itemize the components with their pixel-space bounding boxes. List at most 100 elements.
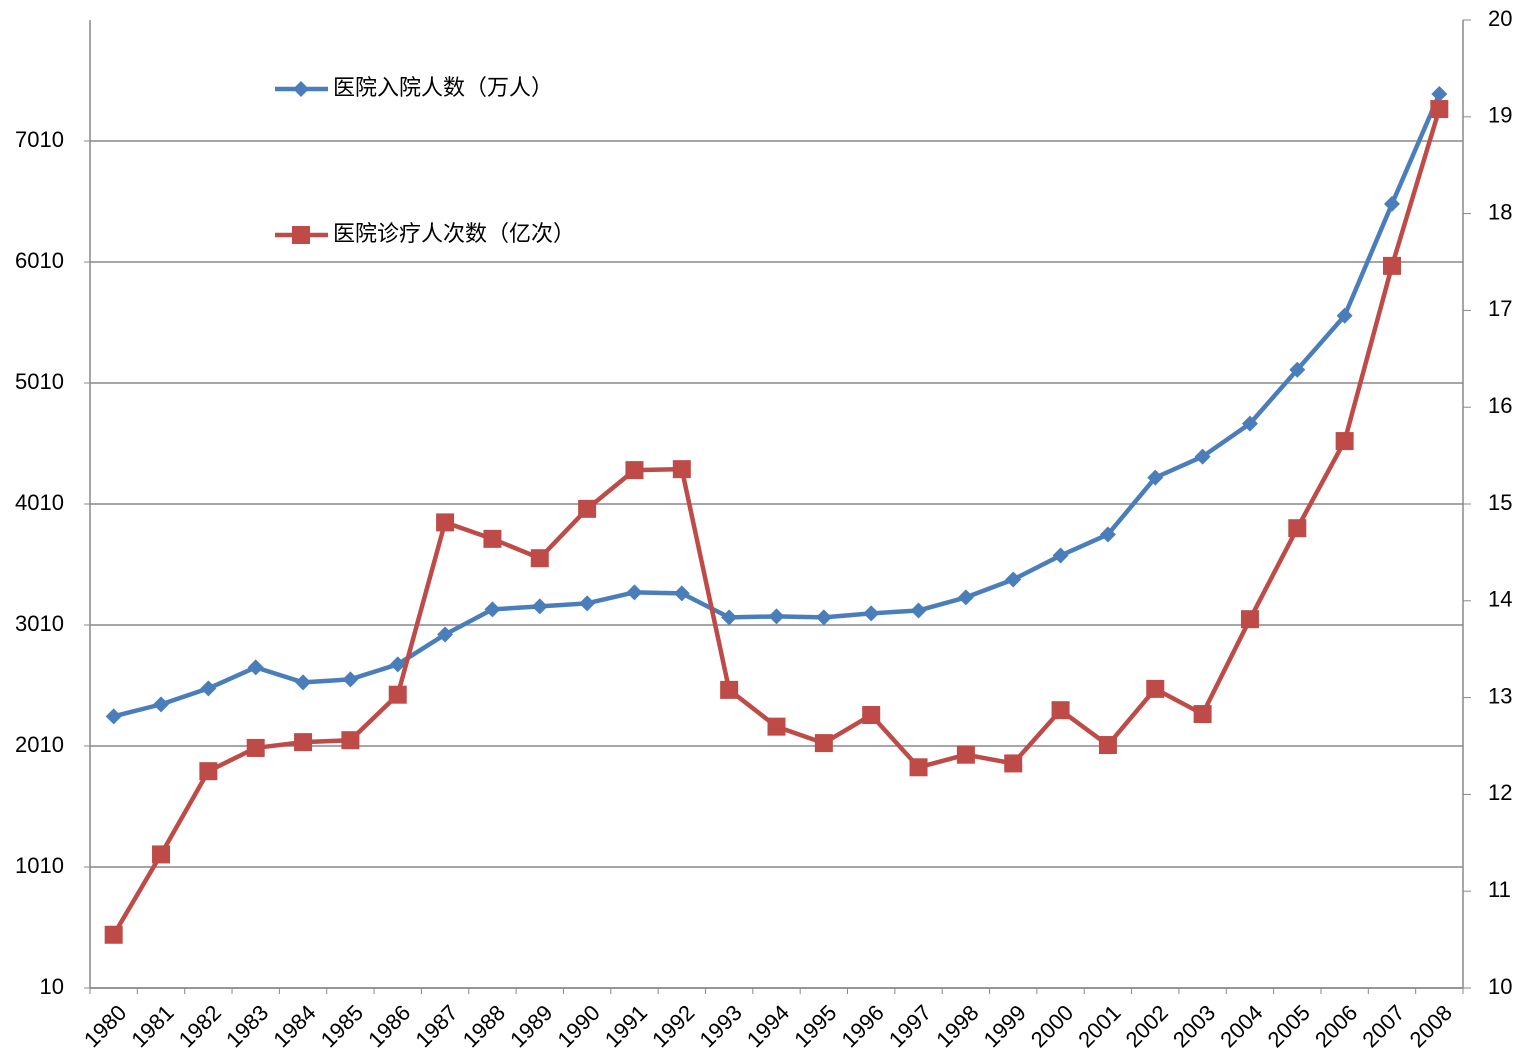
data-point bbox=[909, 758, 928, 777]
data-point bbox=[578, 499, 597, 518]
y2-tick-label: 10 bbox=[1488, 974, 1512, 999]
x-tick-label: 2006 bbox=[1310, 1000, 1362, 1052]
data-point bbox=[1382, 256, 1401, 275]
data-point bbox=[1335, 432, 1354, 451]
y2-tick-label: 13 bbox=[1488, 683, 1512, 708]
y-tick-label: 3010 bbox=[15, 611, 64, 636]
data-point bbox=[579, 595, 596, 612]
x-tick-label: 2001 bbox=[1073, 1000, 1125, 1052]
x-tick-label: 1981 bbox=[126, 1000, 178, 1052]
y-tick-label: 4010 bbox=[15, 490, 64, 515]
data-point bbox=[484, 601, 501, 618]
legend-marker bbox=[293, 81, 309, 97]
data-point bbox=[530, 549, 549, 568]
y2-tick-label: 12 bbox=[1488, 780, 1512, 805]
data-point bbox=[863, 605, 880, 622]
data-point bbox=[1383, 195, 1400, 212]
x-tick-label: 1988 bbox=[458, 1000, 510, 1052]
data-point bbox=[1193, 705, 1212, 724]
x-tick-label: 2007 bbox=[1357, 1000, 1409, 1052]
x-tick-label: 2008 bbox=[1405, 1000, 1457, 1052]
y-tick-label: 7010 bbox=[15, 127, 64, 152]
legend-marker bbox=[292, 226, 310, 244]
x-tick-label: 1999 bbox=[979, 1000, 1031, 1052]
y-tick-label: 5010 bbox=[15, 369, 64, 394]
data-point bbox=[1052, 547, 1069, 564]
data-point bbox=[1146, 679, 1165, 698]
data-point bbox=[1430, 100, 1449, 119]
data-point bbox=[531, 598, 548, 615]
x-tick-label: 1983 bbox=[221, 1000, 273, 1052]
data-point bbox=[1005, 571, 1022, 588]
data-point bbox=[815, 609, 832, 626]
data-point bbox=[389, 656, 406, 673]
x-tick-label: 1996 bbox=[837, 1000, 889, 1052]
x-tick-label: 1987 bbox=[410, 1000, 462, 1052]
data-point bbox=[672, 460, 691, 479]
data-point bbox=[768, 608, 785, 625]
data-point bbox=[342, 671, 359, 688]
data-point bbox=[625, 461, 644, 480]
y2-tick-label: 11 bbox=[1488, 877, 1511, 902]
data-point bbox=[247, 659, 264, 676]
data-point bbox=[1431, 86, 1448, 103]
data-point bbox=[388, 685, 407, 704]
data-point bbox=[957, 589, 974, 606]
y2-tick-label: 19 bbox=[1488, 103, 1512, 128]
x-tick-label: 2003 bbox=[1168, 1000, 1220, 1052]
data-point bbox=[1336, 307, 1353, 324]
x-tick-label: 1991 bbox=[600, 1000, 652, 1052]
x-tick-label: 1994 bbox=[742, 1000, 794, 1052]
data-point bbox=[153, 696, 170, 713]
x-tick-label: 1997 bbox=[884, 1000, 936, 1052]
data-point bbox=[1241, 415, 1258, 432]
data-point bbox=[673, 585, 690, 602]
data-point bbox=[104, 925, 123, 944]
y-tick-label: 1010 bbox=[15, 853, 64, 878]
data-point bbox=[721, 609, 738, 626]
data-point bbox=[814, 734, 833, 753]
data-point bbox=[1051, 701, 1070, 720]
data-point bbox=[1004, 754, 1023, 773]
data-point bbox=[626, 584, 643, 601]
data-point bbox=[1099, 526, 1116, 543]
x-tick-label: 1993 bbox=[695, 1000, 747, 1052]
data-point bbox=[1194, 448, 1211, 465]
y-tick-label: 2010 bbox=[15, 732, 64, 757]
x-tick-label: 2005 bbox=[1263, 1000, 1315, 1052]
y2-tick-label: 15 bbox=[1488, 490, 1512, 515]
legend-label: 医院入院人数（万人） bbox=[333, 76, 553, 101]
data-point bbox=[341, 731, 360, 750]
data-point bbox=[956, 745, 975, 764]
x-tick-label: 1984 bbox=[268, 1000, 320, 1052]
x-tick-label: 2000 bbox=[1026, 1000, 1078, 1052]
legend-label: 医院诊疗人次数（亿次） bbox=[333, 222, 575, 247]
data-point bbox=[294, 733, 313, 752]
y2-tick-label: 20 bbox=[1488, 6, 1512, 31]
data-point bbox=[199, 762, 218, 781]
x-tick-label: 1990 bbox=[552, 1000, 604, 1052]
x-tick-label: 1992 bbox=[647, 1000, 699, 1052]
data-point bbox=[295, 674, 312, 691]
data-point bbox=[152, 845, 171, 864]
x-tick-label: 1986 bbox=[363, 1000, 415, 1052]
data-point bbox=[105, 708, 122, 725]
data-point bbox=[1289, 361, 1306, 378]
data-point bbox=[1098, 736, 1117, 755]
x-tick-label: 1989 bbox=[505, 1000, 557, 1052]
data-point bbox=[1288, 519, 1307, 538]
data-point bbox=[862, 706, 881, 725]
data-point bbox=[767, 717, 786, 736]
data-point bbox=[436, 513, 455, 532]
data-point bbox=[437, 626, 454, 643]
data-point bbox=[910, 602, 927, 619]
y2-tick-label: 17 bbox=[1488, 296, 1512, 321]
x-tick-label: 1985 bbox=[316, 1000, 368, 1052]
y2-tick-label: 16 bbox=[1488, 393, 1512, 418]
data-point bbox=[1147, 469, 1164, 486]
data-point bbox=[200, 680, 217, 697]
data-point bbox=[246, 738, 265, 757]
x-tick-label: 2002 bbox=[1121, 1000, 1173, 1052]
data-point bbox=[483, 529, 502, 548]
